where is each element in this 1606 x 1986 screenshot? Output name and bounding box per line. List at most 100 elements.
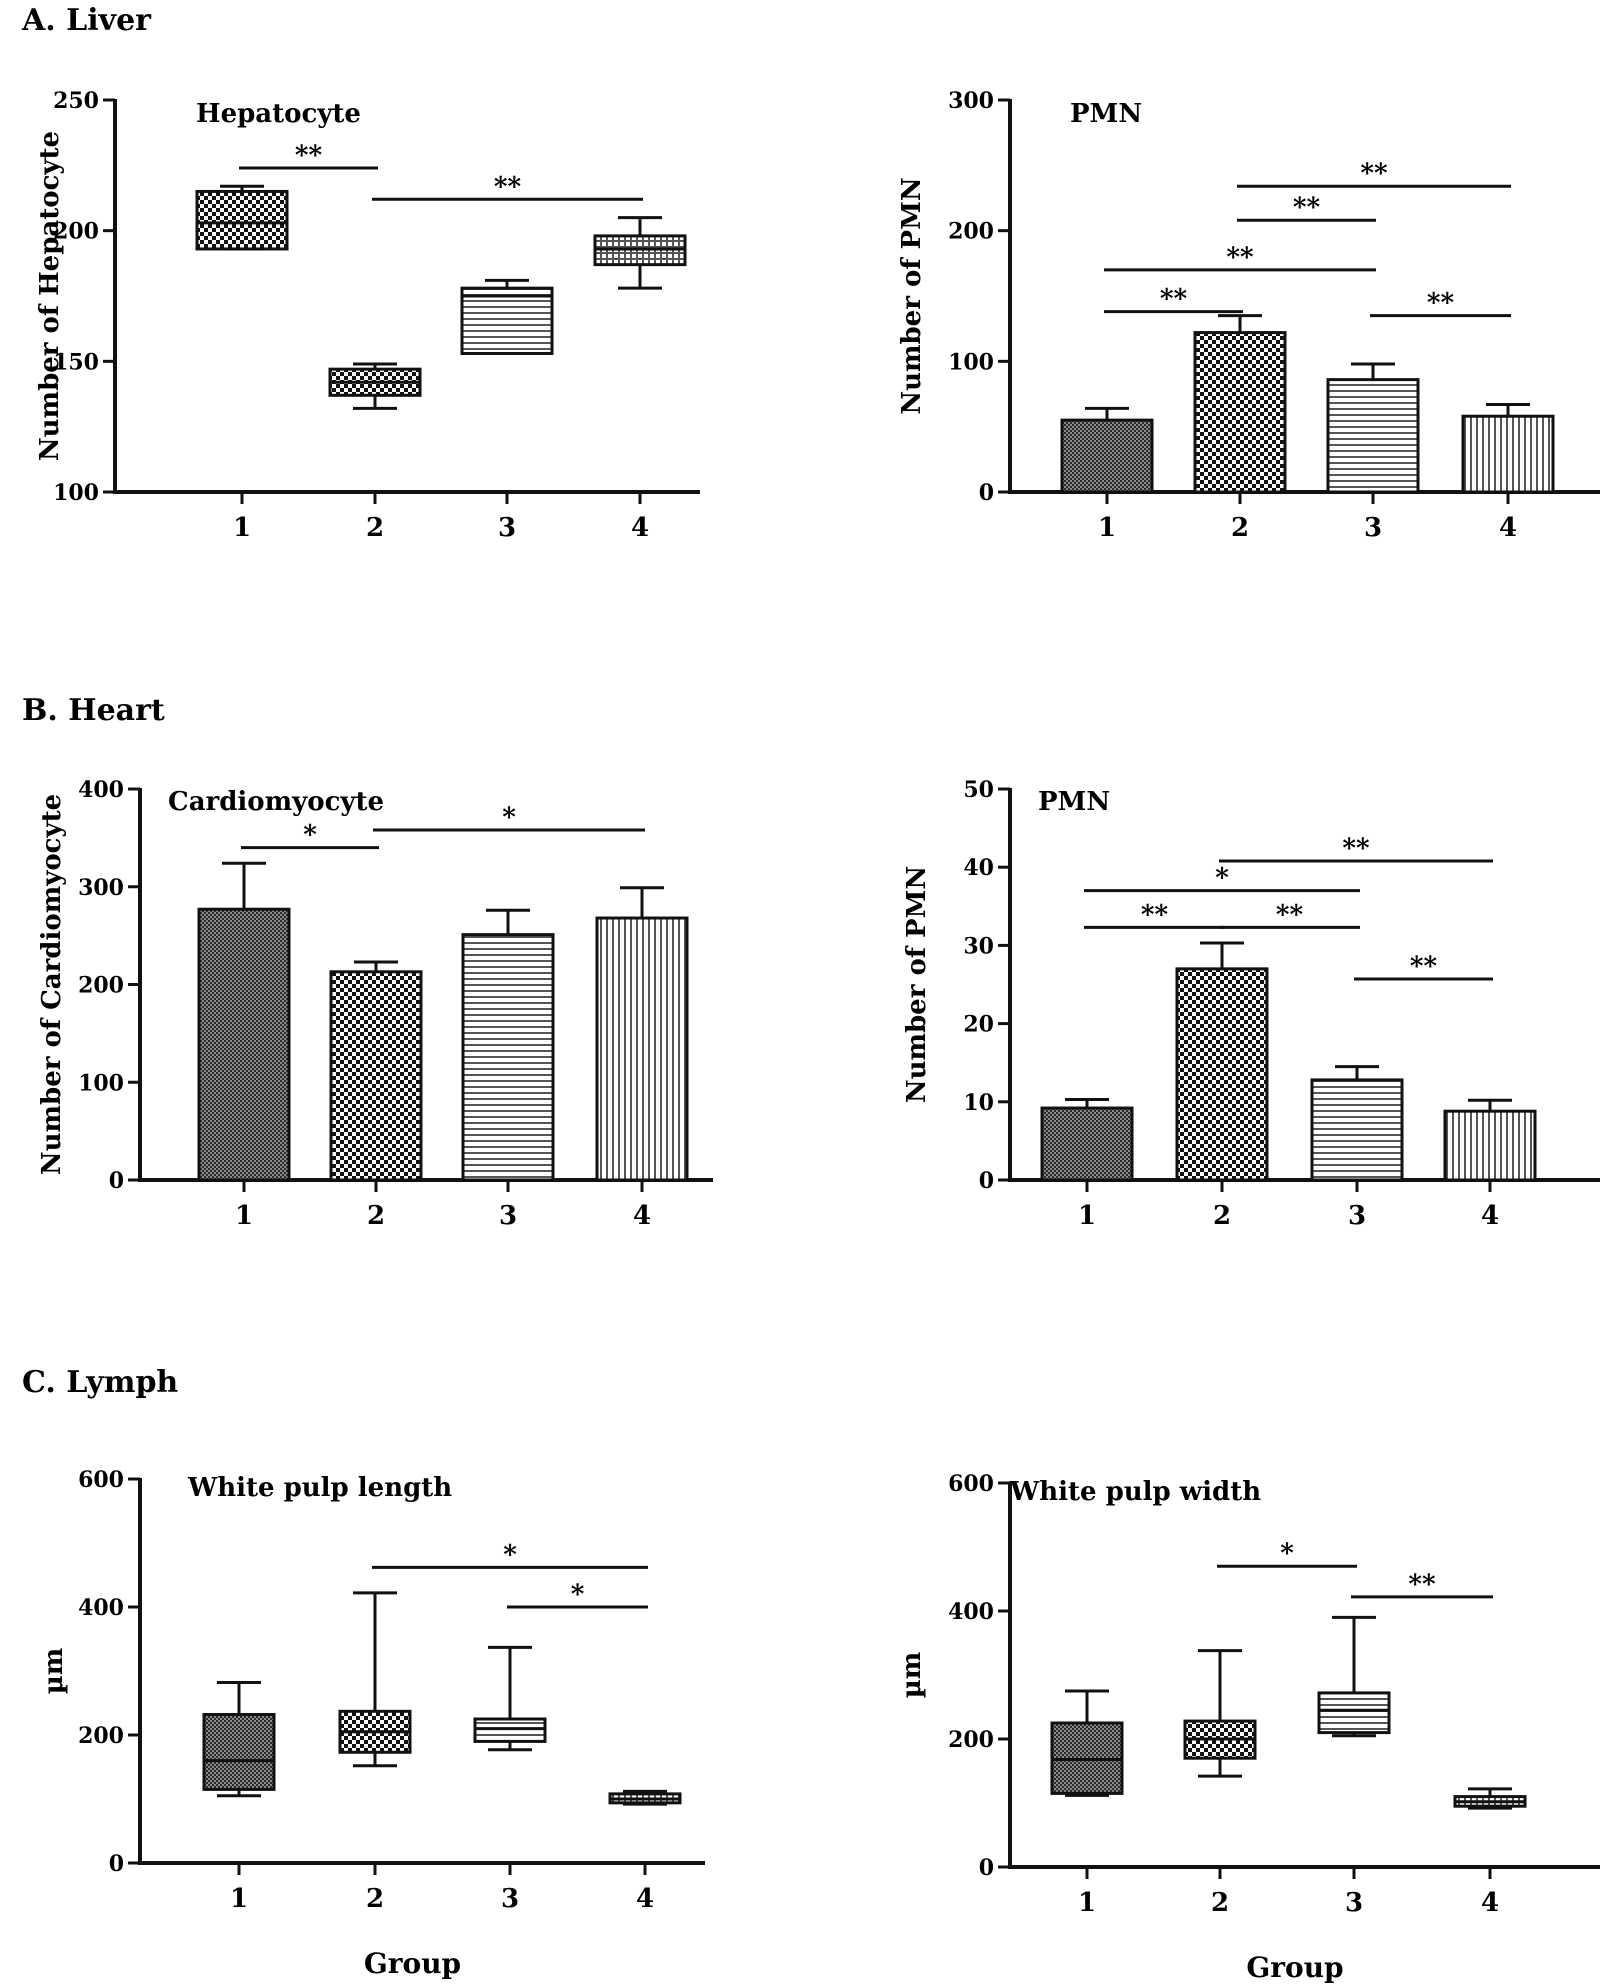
significance-label: * — [502, 803, 516, 833]
x-tick-label: 4 — [636, 1884, 654, 1914]
y-tick-label: 200 — [948, 1727, 994, 1753]
x-tick-label: 2 — [1213, 1201, 1231, 1231]
bar-group-1 — [1040, 1106, 1134, 1182]
significance-label: ** — [1226, 243, 1254, 273]
y-tick-label: 400 — [78, 777, 124, 803]
significance-label: ** — [295, 141, 323, 171]
significance-label: ** — [1408, 1570, 1436, 1600]
y-tick-label: 300 — [78, 875, 124, 901]
y-tick-label: 400 — [948, 1599, 994, 1625]
x-tick-label: 3 — [1348, 1201, 1366, 1231]
significance-label: ** — [1410, 952, 1438, 982]
y-tick-label: 300 — [948, 88, 994, 114]
significance-label: * — [503, 1540, 517, 1570]
x-tick-label: 1 — [235, 1201, 253, 1231]
y-axis-label: Number of PMN — [902, 866, 932, 1103]
x-tick-label: 4 — [1481, 1888, 1499, 1918]
y-axis-label: Number of Cardiomyocyte — [37, 794, 67, 1175]
bar-group-3 — [1326, 378, 1420, 494]
y-tick-label: 0 — [979, 480, 994, 506]
y-tick-label: 250 — [53, 88, 99, 114]
box-group-1 — [202, 1713, 276, 1791]
x-axis-label: Group — [364, 1947, 461, 1980]
x-tick-label: 1 — [233, 513, 251, 543]
chart-title: Cardiomyocyte — [168, 787, 384, 817]
y-tick-label: 200 — [78, 973, 124, 999]
x-tick-label: 2 — [1231, 513, 1249, 543]
y-tick-label: 40 — [963, 855, 994, 881]
bar-group-2 — [1175, 967, 1269, 1182]
significance-label: ** — [1293, 193, 1321, 223]
x-tick-label: 4 — [633, 1201, 651, 1231]
bar-group-2 — [329, 970, 423, 1182]
x-tick-label: 3 — [498, 513, 516, 543]
hepatocyte-chart: 100 150 200 250 1 2 3 4 Hepatocyte Number of Hepa… — [35, 88, 700, 543]
x-tick-label: 2 — [1211, 1888, 1229, 1918]
significance-label: ** — [1360, 159, 1388, 189]
x-tick-label: 1 — [1078, 1888, 1096, 1918]
y-tick-label: 0 — [979, 1855, 994, 1881]
y-axis-label: µm — [897, 1652, 927, 1699]
y-tick-label: 600 — [78, 1467, 124, 1493]
chart-title: White pulp width — [1009, 1477, 1261, 1507]
box-group-3 — [460, 286, 554, 355]
section-label-heart: B. Heart — [22, 693, 165, 728]
cardiomyocyte-chart: 0 100 200 300 400 1 2 3 4 Cardiomyocyte Number of … — [37, 777, 713, 1231]
y-axis-label: µm — [39, 1648, 69, 1695]
white-pulp-length-chart: 0 200 400 600 1 2 3 4 White pulp length µm Group * * — [39, 1467, 705, 1980]
y-tick-label: 20 — [963, 1012, 994, 1038]
bar-group-4 — [595, 916, 689, 1182]
significance-label: ** — [494, 172, 522, 202]
box-group-1 — [195, 189, 289, 251]
bar-group-3 — [1310, 1078, 1404, 1182]
y-tick-label: 200 — [78, 1723, 124, 1749]
chart-title: PMN — [1038, 787, 1110, 817]
liver-pmn-chart: 0 100 200 300 1 2 3 4 PMN Number of PMN ** ** ** ** ** — [897, 88, 1600, 543]
y-tick-label: 0 — [109, 1851, 124, 1877]
y-tick-label: 50 — [963, 777, 994, 803]
y-tick-label: 0 — [109, 1168, 124, 1194]
significance-label: ** — [1141, 900, 1169, 930]
significance-label: ** — [1342, 834, 1370, 864]
chart-title: PMN — [1070, 99, 1142, 129]
x-axis-label: Group — [1246, 1951, 1343, 1984]
significance-label: * — [571, 1580, 585, 1610]
bar-group-3 — [461, 933, 555, 1182]
bar-group-1 — [1060, 418, 1154, 494]
significance-label: ** — [1276, 900, 1304, 930]
y-tick-label: 600 — [948, 1471, 994, 1497]
significance-label: * — [1215, 864, 1229, 894]
y-axis-label: Number of Hepatocyte — [35, 131, 65, 461]
x-tick-label: 3 — [499, 1201, 517, 1231]
box-group-3 — [1317, 1691, 1391, 1735]
x-tick-label: 3 — [501, 1884, 519, 1914]
y-tick-label: 10 — [963, 1090, 994, 1116]
section-label-lymph: C. Lymph — [22, 1365, 178, 1400]
x-tick-label: 1 — [230, 1884, 248, 1914]
section-label-liver: A. Liver — [21, 3, 152, 38]
x-tick-label: 1 — [1098, 513, 1116, 543]
y-tick-label: 30 — [963, 933, 994, 959]
chart-title: White pulp length — [187, 1473, 452, 1503]
y-tick-label: 150 — [53, 349, 99, 375]
chart-title: Hepatocyte — [196, 99, 361, 129]
significance-label: * — [303, 821, 317, 851]
y-tick-label: 200 — [948, 219, 994, 245]
x-tick-label: 3 — [1345, 1888, 1363, 1918]
significance-label: ** — [1160, 285, 1188, 315]
bar-group-1 — [197, 907, 291, 1182]
bar-group-2 — [1193, 331, 1287, 494]
bar-group-4 — [1461, 414, 1555, 494]
x-tick-label: 4 — [631, 513, 649, 543]
box-group-3 — [473, 1717, 547, 1743]
x-tick-label: 1 — [1078, 1201, 1096, 1231]
significance-label: * — [1280, 1539, 1294, 1569]
x-tick-label: 4 — [1481, 1201, 1499, 1231]
y-axis-label: Number of PMN — [897, 177, 927, 414]
y-tick-label: 200 — [53, 219, 99, 245]
x-tick-label: 2 — [366, 513, 384, 543]
x-tick-label: 2 — [367, 1201, 385, 1231]
